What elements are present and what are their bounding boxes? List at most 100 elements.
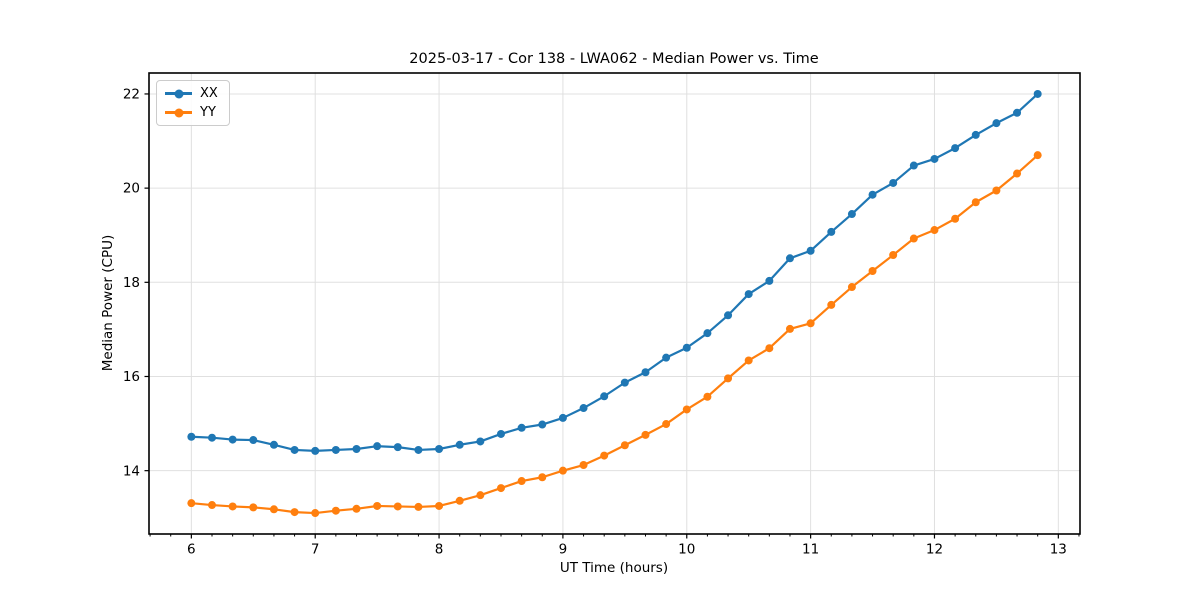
data-point-xx [352, 445, 361, 453]
data-point-xx [435, 445, 444, 453]
y-tick-label: 16 [123, 369, 140, 385]
data-point-yy [208, 501, 216, 510]
data-point-yy [889, 251, 898, 259]
data-point-yy [249, 503, 258, 512]
legend-item-yy: YY [165, 106, 218, 119]
x-axis-label: UT Time (hours) [559, 560, 669, 576]
data-point-yy [765, 344, 774, 353]
y-axis-label: Median Power (CPU) [100, 234, 116, 372]
data-point-xx [806, 246, 815, 255]
data-point-yy [847, 283, 856, 292]
data-point-xx [889, 178, 898, 187]
data-point-yy [641, 430, 650, 439]
y-tick-label: 22 [123, 87, 140, 103]
data-point-xx [579, 404, 588, 413]
legend-line-sample-xx [165, 89, 192, 98]
data-point-xx [600, 392, 609, 401]
data-point-xx [662, 353, 671, 362]
y-tick-label: 18 [123, 275, 140, 291]
plot-frame [148, 72, 1081, 535]
x-tick-label: 7 [311, 542, 320, 558]
data-point-yy [744, 356, 753, 365]
data-point-xx [971, 130, 980, 139]
data-point-xx [311, 446, 320, 455]
data-point-yy [827, 300, 836, 309]
data-point-xx [208, 433, 216, 442]
data-point-yy [620, 441, 629, 450]
data-point-xx [249, 436, 258, 445]
data-point-xx [228, 435, 237, 444]
legend-label-yy: YY [200, 105, 216, 120]
legend-marker-icon-yy [174, 108, 183, 117]
data-point-xx [992, 119, 1001, 128]
data-point-xx [538, 420, 547, 429]
data-point-yy [992, 186, 1001, 195]
data-point-xx [620, 378, 629, 387]
legend-label-xx: XX [200, 86, 218, 101]
legend: XX YY [156, 80, 230, 126]
data-point-xx [496, 429, 505, 438]
data-point-xx [641, 368, 650, 377]
x-tick-label: 9 [559, 542, 568, 558]
data-point-yy [971, 198, 980, 207]
data-point-xx [951, 144, 960, 153]
chart-title: 2025-03-17 - Cor 138 - LWA062 - Median P… [409, 51, 819, 67]
data-point-xx [331, 445, 340, 454]
x-tick-label: 6 [187, 542, 196, 558]
legend-line-sample-yy [165, 108, 192, 117]
data-point-yy [662, 420, 671, 429]
data-point-yy [1013, 169, 1022, 178]
data-point-xx [868, 190, 877, 199]
data-point-yy [476, 491, 485, 500]
data-point-xx [414, 445, 423, 454]
data-point-yy [785, 324, 794, 333]
series-line-xx [190, 92, 1039, 452]
data-point-yy [558, 466, 567, 475]
data-point-xx [1013, 108, 1022, 117]
data-point-yy [228, 502, 237, 511]
data-point-xx [765, 276, 774, 285]
data-point-yy [187, 499, 196, 508]
x-tick-label: 11 [802, 542, 819, 558]
y-tick-label: 20 [123, 181, 140, 197]
data-point-yy [682, 405, 691, 414]
data-point-xx [393, 443, 402, 452]
data-point-xx [290, 445, 299, 454]
data-point-xx [187, 432, 196, 441]
data-point-yy [806, 319, 815, 328]
data-point-yy [724, 374, 733, 383]
data-point-xx [909, 161, 918, 170]
x-tick-label: 8 [435, 542, 444, 558]
data-point-xx [930, 154, 939, 163]
legend-marker-icon-xx [174, 89, 183, 98]
data-point-yy [517, 477, 526, 486]
data-point-yy [393, 502, 402, 511]
data-point-yy [414, 502, 423, 511]
data-point-xx [476, 437, 485, 446]
data-point-xx [785, 254, 794, 263]
data-point-xx [517, 423, 526, 432]
data-point-yy [496, 484, 505, 493]
data-point-yy [331, 506, 340, 515]
data-point-xx [1033, 89, 1042, 98]
x-tick-label: 10 [678, 542, 695, 558]
data-point-yy [579, 461, 588, 470]
data-point-xx [703, 329, 712, 338]
data-point-xx [724, 311, 733, 320]
x-tick-label: 12 [926, 542, 943, 558]
data-point-yy [352, 504, 361, 513]
data-point-xx [558, 413, 567, 422]
data-point-yy [435, 501, 444, 510]
data-point-yy [909, 234, 918, 243]
y-tick-label: 14 [123, 463, 140, 479]
data-point-yy [538, 473, 547, 482]
data-point-yy [930, 226, 939, 235]
data-point-xx [827, 227, 836, 236]
data-point-yy [455, 496, 464, 505]
data-point-xx [744, 290, 753, 299]
data-point-yy [290, 508, 299, 517]
x-tick-label: 13 [1050, 542, 1067, 558]
data-point-yy [373, 501, 382, 510]
